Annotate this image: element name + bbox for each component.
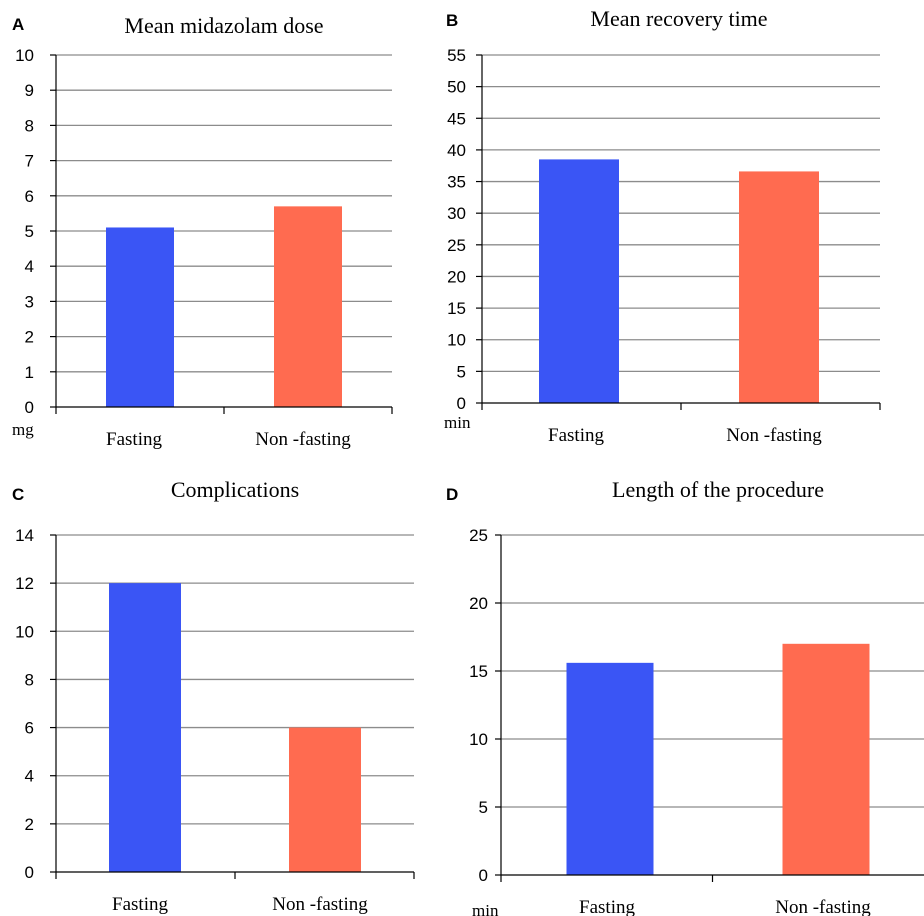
- panel-a-ytick-label: 1: [25, 363, 34, 382]
- panel-b-ytick-label: 40: [447, 141, 466, 160]
- panel-a-letter: A: [12, 15, 24, 34]
- panel-a-category-label: Fasting: [106, 429, 162, 450]
- panel-a-ytick-label: 2: [25, 328, 34, 347]
- panel-a-bar-non-fasting: [274, 206, 342, 407]
- panel-d-bar-fasting: [566, 662, 654, 875]
- panel-d-ytick-label: 5: [479, 798, 488, 817]
- panel-a-ytick-label: 9: [25, 81, 34, 100]
- panel-c-ytick-label: 2: [25, 815, 34, 834]
- panel-c-category-label: Fasting: [112, 894, 168, 915]
- panel-c-ytick-label: 12: [15, 574, 34, 593]
- panel-b-ytick-label: 5: [457, 362, 466, 381]
- panel-a-title: Mean midazolam dose: [124, 13, 323, 38]
- panel-d-unit-label: min: [472, 901, 499, 916]
- panel-a-ytick-label: 8: [25, 116, 34, 135]
- panel-a-ytick-label: 6: [25, 187, 34, 206]
- panel-d-ytick-label: 20: [469, 594, 488, 613]
- panel-b-unit-label: min: [444, 413, 471, 432]
- panel-b-ytick-label: 15: [447, 299, 466, 318]
- panel-b-category-label: Fasting: [548, 425, 604, 446]
- panel-a-ytick-label: 7: [25, 152, 34, 171]
- panel-a-ytick-label: 5: [25, 222, 34, 241]
- panel-b-ytick-label: 25: [447, 236, 466, 255]
- panel-b-ytick-label: 45: [447, 109, 466, 128]
- panel-d-ytick-label: 25: [469, 526, 488, 545]
- panel-d-ytick-label: 0: [479, 866, 488, 885]
- panel-c-bar-fasting: [109, 583, 181, 872]
- panel-a-ytick-label: 3: [25, 292, 34, 311]
- panel-b-title: Mean recovery time: [590, 6, 767, 31]
- panel-b-ytick-label: 55: [447, 46, 466, 65]
- panel-b-ytick-label: 30: [447, 204, 466, 223]
- panel-c-ytick-label: 6: [25, 719, 34, 738]
- panel-d-category-label: Fasting: [579, 897, 635, 916]
- panel-b-bar-fasting: [539, 159, 619, 403]
- panel-a-bar-fasting: [106, 227, 174, 407]
- panel-d-ytick-label: 15: [469, 662, 488, 681]
- panel-a-category-label: Non -fasting: [255, 429, 351, 450]
- panel-a-ytick-label: 4: [25, 257, 34, 276]
- panel-b-ytick-label: 35: [447, 173, 466, 192]
- panel-b-letter: B: [446, 11, 458, 30]
- panel-c-letter: C: [12, 485, 24, 504]
- panel-b-bar-non-fasting: [739, 171, 819, 403]
- panel-c-ytick-label: 0: [25, 863, 34, 882]
- panel-c-bar-non-fasting: [289, 727, 361, 872]
- panel-c-title: Complications: [171, 477, 299, 502]
- panel-d-bar-non-fasting: [782, 643, 870, 875]
- panel-b-ytick-label: 10: [447, 331, 466, 350]
- panel-a-ytick-label: 10: [15, 46, 34, 65]
- panel-d-letter: D: [446, 485, 458, 504]
- panel-a-unit-label: mg: [12, 420, 34, 439]
- panel-d-ytick-label: 10: [469, 730, 488, 749]
- panel-d-title: Length of the procedure: [612, 477, 824, 502]
- panel-b-ytick-label: 50: [447, 78, 466, 97]
- panel-d-category-label: Non -fasting: [775, 897, 871, 916]
- panel-c-category-label: Non -fasting: [272, 894, 368, 915]
- panel-c-ytick-label: 10: [15, 622, 34, 641]
- panel-b-category-label: Non -fasting: [726, 425, 822, 446]
- panel-a-ytick-label: 0: [25, 398, 34, 417]
- panel-b-ytick-label: 0: [457, 394, 466, 413]
- panel-c-ytick-label: 4: [25, 767, 34, 786]
- panel-c-ytick-label: 8: [25, 670, 34, 689]
- panel-b-ytick-label: 20: [447, 267, 466, 286]
- panel-c-ytick-label: 14: [15, 526, 34, 545]
